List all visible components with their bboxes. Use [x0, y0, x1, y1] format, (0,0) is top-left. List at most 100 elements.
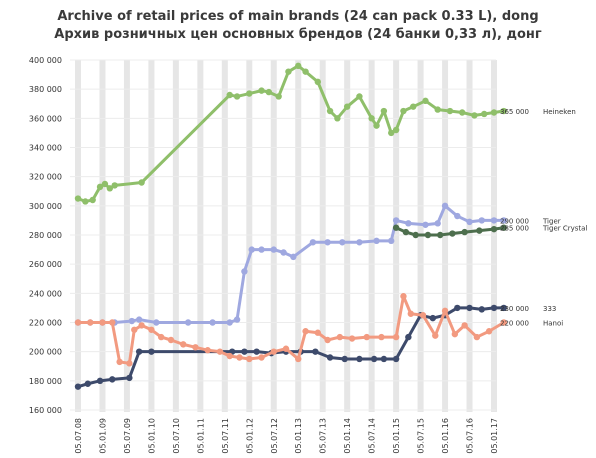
data-point: [74, 319, 82, 326]
data-point: [392, 217, 400, 224]
y-tick-label: 160 000: [29, 406, 62, 415]
data-point: [476, 227, 483, 234]
series-end-value: 220 000: [500, 320, 529, 328]
data-point: [253, 348, 260, 355]
chart-title: Archive of retail prices of main brands …: [57, 9, 539, 24]
data-point: [441, 202, 449, 210]
data-point: [449, 230, 456, 237]
data-point: [373, 122, 380, 129]
data-point: [410, 103, 417, 110]
data-point: [126, 374, 133, 382]
y-tick-label: 340 000: [29, 144, 62, 153]
data-point: [258, 87, 265, 94]
data-point: [378, 333, 385, 341]
data-point: [280, 249, 287, 256]
data-point: [87, 319, 94, 326]
series-line-hanoi: [76, 294, 506, 365]
data-point: [233, 93, 241, 100]
data-point: [111, 182, 118, 189]
data-point: [106, 185, 114, 192]
data-point: [402, 228, 410, 236]
x-tick-label: 05.01.14: [343, 418, 352, 454]
data-point: [422, 97, 429, 105]
data-point: [101, 180, 109, 188]
data-point: [270, 348, 277, 355]
x-tick-label: 05.01.17: [490, 418, 499, 454]
y-tick-label: 280 000: [29, 231, 62, 240]
series-end-value: 290 000: [500, 217, 529, 225]
series-name-label: Heineken: [543, 108, 576, 116]
x-tick-label: 05.01.10: [147, 418, 156, 454]
data-point: [290, 253, 297, 261]
data-point: [167, 336, 175, 344]
data-point: [405, 220, 412, 227]
x-tick-label: 05.07.09: [123, 418, 132, 454]
data-point: [500, 224, 507, 231]
data-point: [241, 348, 248, 355]
x-tick-label: 05.07.13: [319, 418, 328, 454]
data-point: [500, 319, 507, 326]
x-tick-label: 05.07.10: [172, 418, 181, 454]
data-point: [454, 304, 461, 312]
data-point: [138, 322, 145, 329]
x-tick-label: 05.07.12: [270, 418, 279, 454]
data-point: [148, 348, 155, 355]
data-point: [471, 112, 478, 119]
y-tick-label: 360 000: [29, 114, 62, 123]
data-point: [473, 333, 481, 341]
x-tick-label: 05.01.16: [441, 418, 450, 454]
data-point: [363, 333, 370, 341]
data-point: [99, 319, 106, 326]
x-tick-label: 05.01.11: [196, 418, 205, 454]
series-name-label: 333: [543, 305, 556, 313]
data-point: [135, 348, 143, 355]
data-point: [226, 319, 233, 326]
series-name-label: Tiger Crystal: [542, 225, 587, 233]
series-end-value: 230 000: [500, 305, 529, 313]
data-point: [461, 228, 468, 236]
data-point: [226, 352, 233, 360]
data-point: [434, 106, 441, 113]
data-point: [388, 129, 395, 137]
y-tick-label: 300 000: [29, 202, 62, 211]
data-point: [96, 377, 104, 385]
data-point: [216, 348, 224, 355]
data-point: [270, 246, 277, 253]
data-point: [490, 109, 498, 116]
data-point: [246, 355, 253, 363]
data-point: [419, 312, 427, 319]
data-point: [96, 183, 104, 191]
y-tick-label: 320 000: [29, 173, 62, 182]
data-point: [241, 268, 248, 275]
data-point: [466, 304, 473, 312]
data-point: [282, 345, 290, 352]
data-point: [500, 107, 507, 115]
data-point: [326, 107, 334, 115]
data-point: [356, 93, 363, 100]
data-point: [285, 68, 292, 75]
data-point: [84, 380, 91, 387]
data-point: [343, 103, 351, 110]
series-name-label: Tiger: [542, 217, 561, 225]
data-point: [392, 333, 400, 341]
data-point: [370, 355, 378, 363]
series-end-value: 285 000: [500, 225, 529, 233]
data-point: [89, 196, 96, 204]
data-point: [490, 225, 498, 233]
data-point: [148, 326, 155, 333]
data-point: [478, 217, 485, 224]
data-point: [348, 335, 356, 342]
data-point: [434, 220, 441, 227]
chart-titles: Archive of retail prices of main brands …: [0, 8, 596, 44]
data-point: [204, 347, 211, 354]
data-point: [233, 316, 241, 323]
x-tick-label: 05.01.12: [245, 418, 254, 454]
x-tick-label: 05.07.14: [368, 418, 377, 454]
data-point: [339, 239, 346, 246]
data-point: [109, 319, 116, 326]
data-point: [392, 224, 400, 231]
data-point: [436, 231, 444, 239]
data-point: [441, 307, 449, 315]
data-point: [309, 239, 317, 246]
